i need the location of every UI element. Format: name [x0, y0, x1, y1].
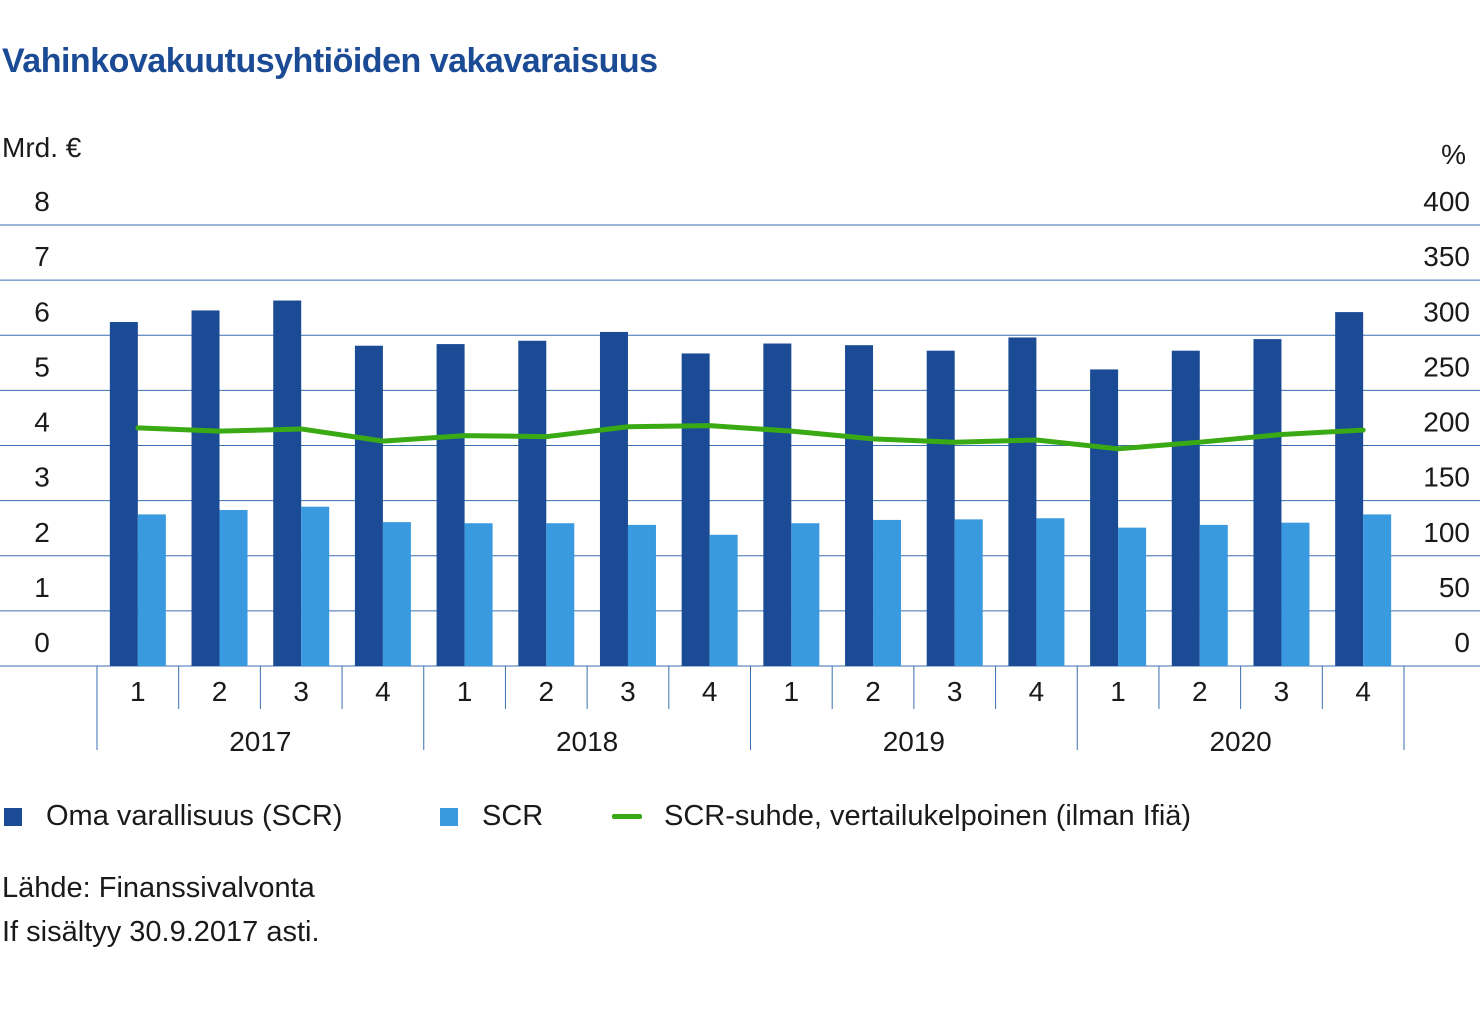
legend-swatch-ratio [612, 814, 642, 819]
quarter-label: 2 [538, 676, 554, 707]
legend-label-ratio: SCR-suhde, vertailukelpoinen (ilman Ifiä… [664, 800, 1192, 832]
right-tick-label: 0 [1454, 627, 1470, 658]
ratio-line [135, 423, 1366, 452]
legend: Oma varallisuus (SCR) SCR SCR-suhde, ver… [0, 800, 1480, 844]
bar-own-funds [845, 345, 874, 666]
bar-own-funds [518, 340, 547, 666]
right-tick-label: 400 [1423, 186, 1470, 217]
bar-own-funds [109, 322, 138, 666]
bar-scr [1118, 527, 1147, 666]
right-tick-label: 350 [1423, 241, 1470, 272]
bar-scr [1199, 524, 1228, 666]
legend-item-ratio: SCR-suhde, vertailukelpoinen (ilman Ifiä… [612, 800, 1191, 833]
bar-scr [546, 523, 575, 666]
right-tick-label: 50 [1439, 572, 1470, 603]
chart-title: Vahinkovakuutusyhtiöiden vakavaraisuus [2, 42, 658, 80]
bar-own-funds [1008, 337, 1037, 666]
left-axis-unit: Mrd. € [2, 132, 82, 163]
quarter-label: 3 [293, 676, 309, 707]
left-tick-label: 8 [34, 186, 50, 217]
bar-own-funds [273, 300, 302, 666]
bar-scr [627, 524, 656, 666]
bar-scr [1036, 518, 1065, 666]
bars [109, 300, 1392, 666]
quarter-label: 2 [865, 676, 881, 707]
left-tick-label: 0 [34, 627, 50, 658]
left-tick-label: 7 [34, 241, 50, 272]
right-axis-ticks: 0 50 100 150 200 250 300 350 400 [1423, 186, 1470, 658]
bar-scr [382, 522, 411, 666]
footer: Lähde: Finanssivalvonta If sisältyy 30.9… [2, 866, 320, 954]
quarter-label: 3 [947, 676, 963, 707]
quarter-label: 3 [1274, 676, 1290, 707]
right-tick-label: 300 [1423, 296, 1470, 327]
right-tick-label: 150 [1423, 462, 1470, 493]
left-tick-label: 3 [34, 462, 50, 493]
source-note: Lähde: Finanssivalvonta [2, 872, 315, 904]
bar-own-funds [191, 310, 220, 666]
bar-scr [709, 534, 738, 666]
quarter-label: 4 [702, 676, 718, 707]
quarter-label: 1 [1110, 676, 1126, 707]
bar-own-funds [763, 343, 792, 666]
bar-scr [791, 523, 820, 666]
bar-own-funds [599, 331, 628, 666]
coverage-note: If sisältyy 30.9.2017 asti. [2, 916, 320, 948]
quarter-label: 1 [457, 676, 473, 707]
year-label: 2019 [883, 726, 945, 757]
right-tick-label: 250 [1423, 351, 1470, 382]
year-label: 2020 [1209, 726, 1271, 757]
legend-item-scr: SCR [440, 800, 543, 833]
left-tick-label: 4 [34, 407, 50, 438]
legend-label-own-funds: Oma varallisuus (SCR) [46, 800, 343, 832]
ratio-series-line [135, 423, 1366, 452]
quarter-label: 4 [1355, 676, 1371, 707]
x-axis: 1 2 3 4 1 2 3 4 1 2 3 4 1 2 3 4 2017 2018 2019 2020 [96, 666, 1405, 757]
left-tick-label: 6 [34, 296, 50, 327]
quarter-label: 2 [212, 676, 228, 707]
bar-scr [954, 519, 983, 666]
left-axis-ticks: 0 1 2 3 4 5 6 7 8 [34, 186, 50, 658]
bar-own-funds [1253, 339, 1282, 666]
bar-own-funds [436, 344, 465, 666]
bar-own-funds [1171, 350, 1200, 666]
bar-scr [137, 514, 166, 666]
quarter-label: 2 [1192, 676, 1208, 707]
quarter-label: 1 [130, 676, 146, 707]
bar-own-funds [1090, 369, 1119, 666]
bar-own-funds [354, 345, 383, 666]
bar-scr [1281, 522, 1310, 666]
legend-swatch-own-funds [4, 807, 22, 826]
bar-scr [464, 523, 493, 666]
chart-plot: Mrd. € % 0 1 2 3 4 5 6 7 8 0 50 100 150 200 250 300 350… [0, 132, 1480, 757]
right-tick-label: 100 [1423, 517, 1470, 548]
left-tick-label: 1 [34, 572, 50, 603]
quarter-label: 4 [1029, 676, 1045, 707]
left-tick-label: 2 [34, 517, 50, 548]
year-label: 2017 [229, 726, 291, 757]
quarter-label: 1 [784, 676, 800, 707]
bar-scr [873, 519, 902, 666]
bar-own-funds [681, 353, 710, 666]
right-tick-label: 200 [1423, 407, 1470, 438]
legend-swatch-scr [440, 807, 458, 826]
bar-scr [1363, 514, 1392, 666]
legend-label-scr: SCR [482, 800, 544, 832]
bar-scr [219, 509, 248, 666]
legend-item-own-funds: Oma varallisuus (SCR) [4, 800, 343, 833]
year-label: 2018 [556, 726, 618, 757]
bar-scr [301, 506, 330, 666]
quarter-label: 4 [375, 676, 391, 707]
right-axis-unit: % [1441, 139, 1466, 170]
quarter-label: 3 [620, 676, 636, 707]
bar-own-funds [1335, 312, 1364, 666]
left-tick-label: 5 [34, 351, 50, 382]
bar-own-funds [926, 350, 955, 666]
